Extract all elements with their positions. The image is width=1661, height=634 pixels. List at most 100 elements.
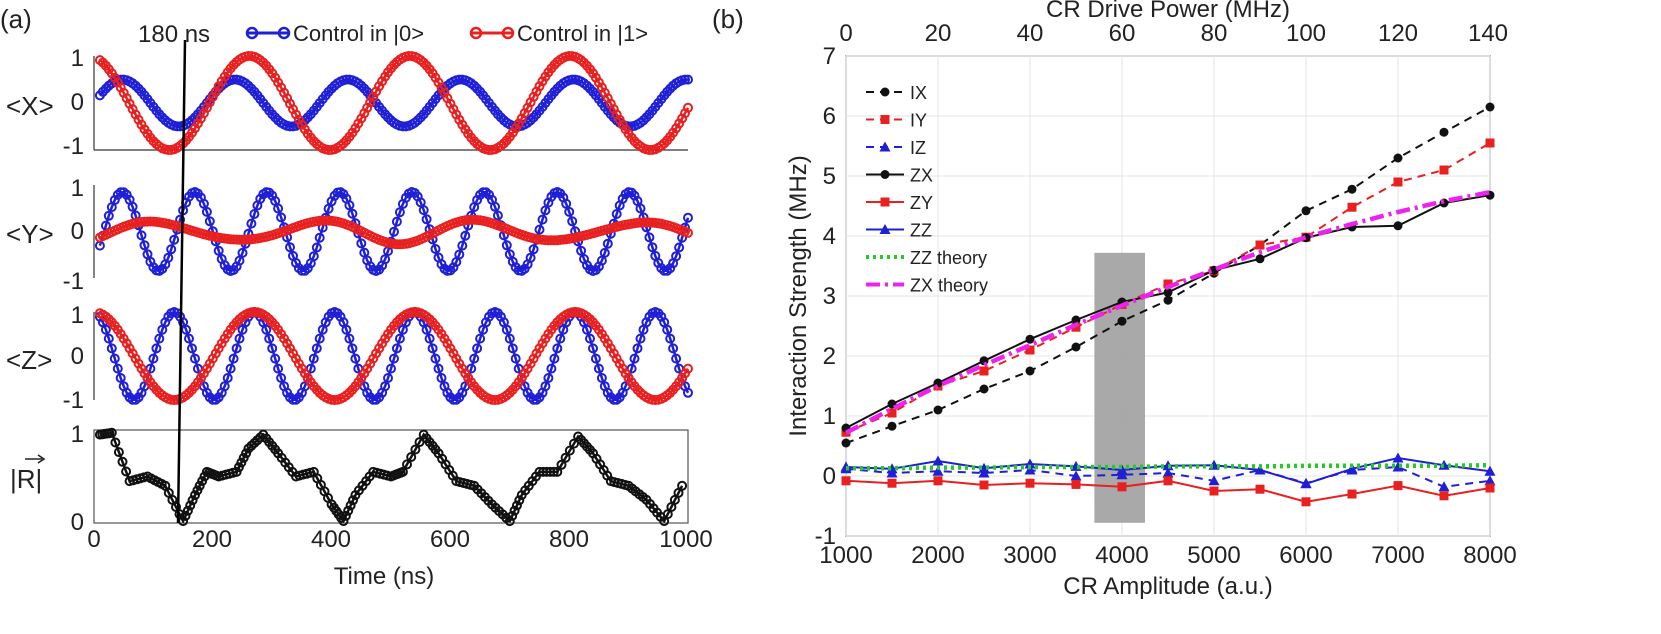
data-point [548,466,559,477]
x-tick: 2000 [911,542,964,569]
data-point [501,324,512,335]
data-point [472,343,483,354]
data-point [421,324,432,335]
x-tick: 400 [311,526,351,553]
data-point [190,353,200,364]
data-point [276,212,287,223]
y-tick: 0 [71,218,84,245]
data-point [117,456,128,467]
data-point [978,462,990,473]
y-tick: 1 [71,421,84,448]
panel-b: (b) 1000 2000 3000 4000 5000 6000 7000 8… [712,0,1517,600]
data-point [394,207,405,218]
data-point [599,247,610,258]
data-point [683,227,693,238]
data-point [879,141,891,152]
subplot-x-curves [94,51,693,155]
data-point [475,333,486,344]
data-point [436,373,447,383]
data-point [1071,479,1081,489]
data-point [406,452,417,462]
data-point [507,343,518,354]
data-point [632,343,643,354]
data-point [106,343,117,354]
data-point [1392,461,1404,472]
data-point [1162,467,1174,478]
data-point [410,444,421,455]
data-point [979,384,989,394]
legend-marker-control0 [245,26,259,40]
data-point [590,353,601,364]
data-point [427,343,438,354]
data-point [1025,478,1035,488]
data-point [103,210,114,221]
panel-b-series [840,102,1496,507]
data-point [879,224,891,234]
data-point [1025,334,1035,344]
data-point [567,216,578,227]
y-tick: 6 [823,103,836,130]
data-point [540,381,551,392]
data-point [1116,464,1128,475]
legend-label: IY [910,111,927,131]
data-point [121,466,132,477]
x-tick: 8000 [1463,542,1516,569]
data-point [564,206,575,217]
data-point [219,381,230,392]
data-point [201,206,212,217]
legend-label: IX [910,83,927,103]
data-point [1301,206,1311,216]
top-x-tick: 0 [839,20,852,47]
data-point [668,343,679,354]
y-label-x: <X> [6,91,54,121]
y-tick: 0 [823,463,836,490]
data-point [169,234,180,245]
x-tick: 5000 [1187,542,1240,569]
data-point [231,343,242,354]
series-zz-theory [846,462,1491,471]
data-point [683,387,693,398]
data-point [635,203,646,214]
data-point [1347,202,1357,212]
x-tick: 600 [430,526,470,553]
data-point [674,242,685,253]
data-point [424,333,435,344]
data-point [509,505,520,516]
data-point [886,463,898,474]
data-point [180,510,191,521]
data-point [402,459,412,470]
data-point [887,478,897,488]
data-point [311,242,322,253]
data-point [671,251,682,262]
x-tick: 1000 [819,542,872,569]
data-point [887,421,897,431]
data-point [683,74,693,85]
y-tick: -1 [63,387,84,414]
y-tick: 7 [823,43,836,70]
data-point [136,230,147,241]
data-point [182,505,193,516]
data-point [103,333,114,344]
subplot-z: 1 0 -1 <Z> [6,302,693,414]
series-line [846,462,1491,471]
data-point [148,353,159,364]
data-point [588,343,598,354]
data-point [555,333,566,344]
data-point [1208,475,1220,486]
data-point [421,214,432,225]
y-label-r: |R| [10,464,42,494]
legend-marker-control1 [469,26,483,40]
vector-arrowhead-icon [37,454,46,464]
legend-label-control1: Control in |1> [517,21,648,46]
data-point [543,373,554,383]
data-point [647,242,658,253]
data-point [1255,254,1265,264]
x-tick: 3000 [1003,542,1056,569]
data-point [166,244,177,255]
data-point [979,366,989,376]
data-point [187,343,197,354]
data-point [1439,127,1449,137]
data-point [222,373,233,383]
y-tick: 1 [71,175,84,202]
data-point [187,495,198,506]
